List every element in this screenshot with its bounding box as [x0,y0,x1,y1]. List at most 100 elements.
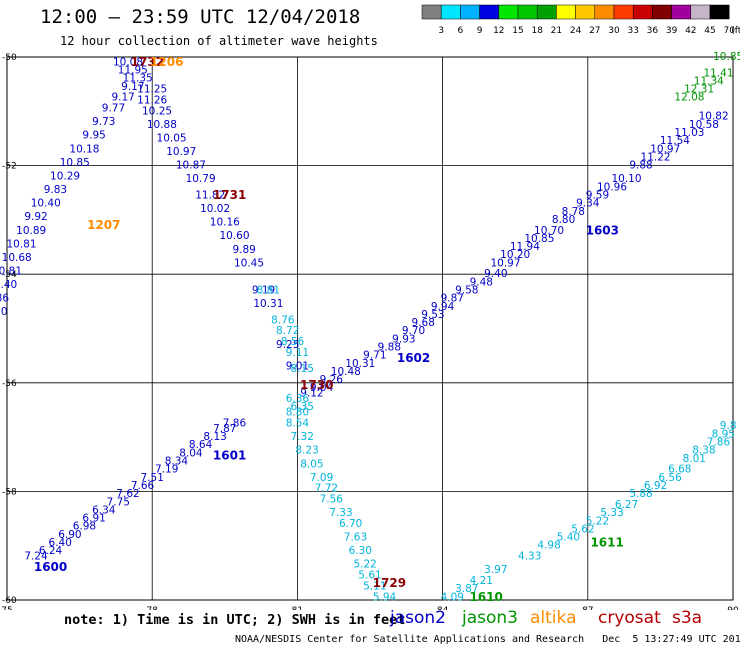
wave-height-point: 11.94 [510,241,540,253]
scale-tick-label: 36 [647,26,659,36]
wave-height-point: 5.88 [629,488,652,500]
wave-height-point: 7.72 [315,483,338,495]
wave-height-point: 8.54 [286,418,310,430]
wave-height-point: 10.68 [2,252,32,264]
wave-height-point: 10.40 [0,279,17,291]
wave-height-point: 6.56 [658,472,682,484]
wave-height-point: 10.40 [31,198,61,210]
wave-height-point: 5.11 [363,580,386,592]
wave-height-point: 9.17 [111,92,134,104]
wave-height-point: 11.26 [137,94,167,106]
wave-height-point: 9.83 [44,184,67,196]
wave-height-point: 10.79 [186,173,216,185]
wave-height-point: 5.94 [373,591,397,603]
time-label: 1611 [590,535,623,549]
wave-height-point: 8.80 [552,214,575,226]
scale-tick-label: 33 [627,26,638,36]
wave-height-plot: 757881848790-50-52-54-56-58-607.246.246.… [0,51,740,610]
wave-height-point: 7.86 [223,418,247,430]
wave-height-point: 8.15 [291,363,314,375]
wave-height-point: 8.56 [281,336,305,348]
scale-unit: (ft) [731,26,740,36]
wave-height-point: 10.29 [50,170,80,182]
wave-height-point: 9.86 [0,293,9,305]
wave-height-point: 11.34 [694,75,724,87]
wave-height-point: 11.03 [674,127,704,139]
wave-height-point: 7.33 [329,507,352,519]
wave-height-point: 10.02 [200,203,230,215]
time-label: 1600 [34,560,67,574]
wave-height-point: 9.92 [24,211,47,223]
wave-height-point: 9.34 [576,198,600,210]
y-tick-label: -50 [2,53,17,63]
wave-height-point: 12.31 [684,84,714,96]
wave-height-point: 7.63 [344,532,367,544]
wave-height-point: 10.97 [166,146,196,158]
credit-line: NOAA/NESDIS Center for Satellite Applica… [235,634,740,645]
time-label: 1206 [150,55,183,69]
legend-item-s3a: s3a [672,608,703,628]
scale-tick-label: 6 [458,26,464,36]
wave-height-point: 9.40 [484,268,507,280]
wave-height-point: 10.31 [345,358,375,370]
wave-height-point: 7.66 [131,480,155,492]
wave-height-point: 9.70 [402,325,425,337]
wave-height-point: 8.95 [712,428,735,440]
wave-height-point: 5.33 [600,507,623,519]
wave-height-point: 7.56 [320,494,344,506]
wave-height-point: 10.96 [597,181,627,193]
wave-height-point: 9.94 [431,301,455,313]
page-title: 12:00 – 23:59 UTC 12/04/2018 [40,6,361,28]
wave-height-point: 10.08 [113,56,143,68]
x-tick-label: 84 [437,606,449,610]
wave-height-point: 10.25 [142,105,172,117]
wave-height-point: 3.97 [484,564,507,576]
wave-height-point: 7.09 [310,472,333,484]
wave-height-point: 10.87 [176,160,206,172]
time-label: 1732 [131,55,164,69]
footnote: note: 1) Time is in UTC; 2) SWH is in fe… [64,612,406,628]
time-label: 1207 [87,218,120,232]
scale-tick-label: 12 [493,26,504,36]
wave-height-point: 10.85 [60,157,90,169]
wave-height-point: 5.22 [353,559,376,571]
wave-height-point: 6.24 [39,545,63,557]
wave-height-point: 9.95 [82,130,105,142]
wave-height-point: 9.87 [441,293,464,305]
wave-height-point: 10.82 [699,111,729,123]
y-tick-label: -52 [2,162,17,172]
x-tick-label: 75 [1,606,12,610]
wave-height-point: 9.48 [470,276,493,288]
legend-item-altika: altika [530,608,577,628]
y-tick-label: -58 [2,487,17,497]
wave-height-point: 10.89 [16,225,46,237]
wave-height-point: 4.33 [518,551,541,563]
wave-height-point: 7.51 [141,472,164,484]
wave-height-point: 5.62 [571,523,594,535]
wave-height-point: 11.35 [123,73,153,85]
wave-height-point: 8.78 [562,206,585,218]
legend-item-jason3: jason3 [462,608,518,628]
wave-height-point: 6.34 [92,504,116,516]
wave-height-point: 10.05 [157,132,187,144]
wave-height-point: 8.72 [276,325,299,337]
wave-height-point: 6.92 [644,480,667,492]
wave-height-point: 9.58 [455,284,478,296]
wave-height-point: 9.01 [286,361,309,373]
wave-height-point: 6.40 [49,537,72,549]
wave-height-point: 7.87 [213,423,236,435]
wave-height-point: 9.73 [92,116,115,128]
scale-tick-label: 42 [685,26,696,36]
time-label: 1731 [213,188,246,202]
legend-item-jason2: jason2 [390,608,446,628]
plot-frame [6,56,734,601]
wave-height-point: 10.97 [490,257,520,269]
wave-height-point: 8.76 [271,314,295,326]
wave-height-point: 3.87 [455,583,478,595]
wave-height-point: 9.68 [412,317,435,329]
wave-height-point: 11.41 [703,67,733,79]
wave-height-point: 6.90 [58,529,81,541]
wave-height-point: 11.25 [137,84,167,96]
wave-height-point: 9.71 [363,350,386,362]
